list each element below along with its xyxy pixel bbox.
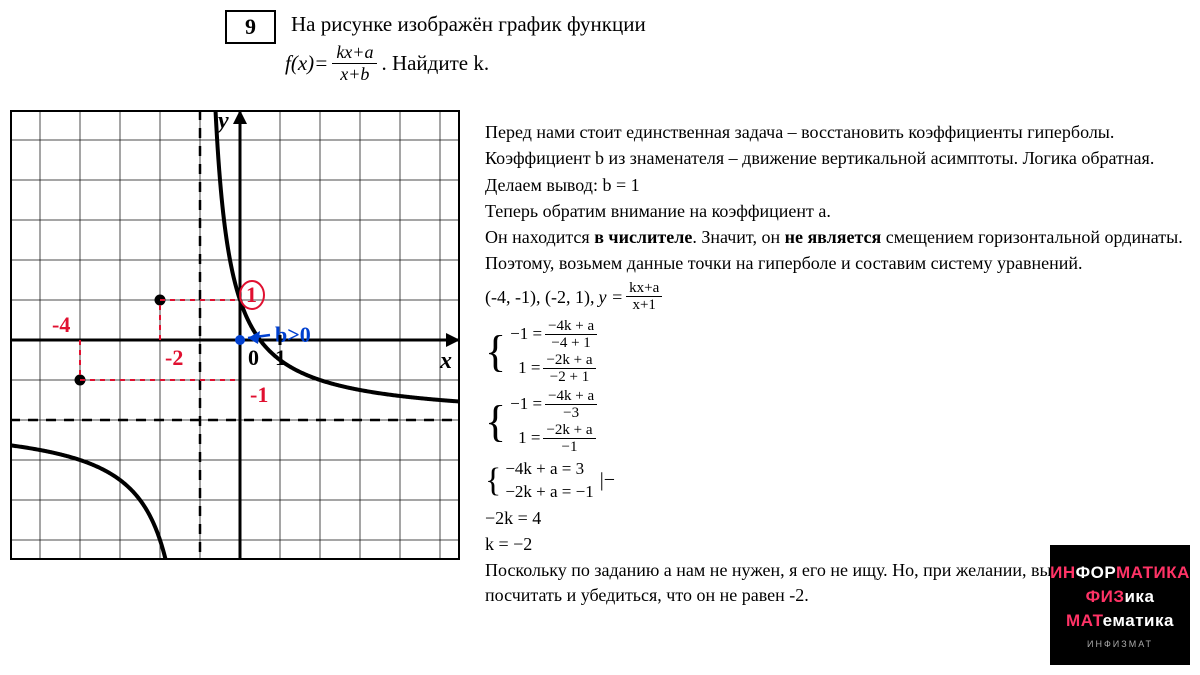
points-line: (-4, -1), (-2, 1), y = kx+a x+1 [485,280,1185,314]
logo: ИНФОРМАТИКА ФИЗика МАТематика ИНФИЗМАТ [1050,545,1190,665]
logo-w1-post: МАТИКА [1116,563,1190,582]
system-1: { −1 = −4k + a −4 + 1 1 = −2k + a −2 + 1 [485,318,1185,386]
sys3r2: −2k + a = −1 [505,481,593,504]
yfrac-den: x+1 [629,297,658,314]
formula-tail: . Найдите k. [381,51,489,76]
sys3-row2: −2k + a = −1 [505,481,593,504]
y-fraction: kx+a x+1 [626,280,662,314]
svg-text:-4: -4 [52,312,70,337]
logo-w3-hl: МАТ [1066,611,1103,630]
sys2r2-n: −2k + a [543,422,595,440]
sys2-row2: 1 = −2k + a −1 [510,422,600,456]
problem-number: 9 [225,10,276,44]
sol-p5e: смещением горизонтальной ординаты. [881,227,1182,247]
svg-text:-2: -2 [165,345,183,370]
sol-p2: Коэффициент b из знаменателя – движение … [485,146,1185,170]
formula-fraction: kx+a x+b [332,42,377,85]
sys2-row1: −1 = −4k + a −3 [510,388,600,422]
problem-statement-line1: На рисунке изображён график функции [291,10,646,39]
formula-lhs: f(x)= [285,51,328,76]
sol-p5d: не является [785,227,882,247]
sys2r1-d: −3 [560,405,582,422]
logo-w2-post: ика [1124,587,1154,606]
sol-p3: Делаем вывод: b = 1 [485,173,1185,197]
svg-text:1: 1 [275,345,286,370]
sys1r1-d: −4 + 1 [548,335,593,352]
sys2r2-lhs: 1 = [518,427,540,450]
svg-text:0: 0 [248,345,259,370]
graph: -4-21-1b>0yx01 [10,110,460,560]
system-2: { −1 = −4k + a −3 1 = −2k + a −1 [485,388,1185,456]
system-3: { −4k + a = 3 −2k + a = −1 |− [485,458,1185,504]
sys1r2-d: −2 + 1 [547,369,592,386]
sys2r1-lhs: −1 = [510,393,542,416]
sol-p5b: в числителе [594,227,692,247]
yfrac-num: kx+a [626,280,662,298]
sys2r2-d: −1 [559,439,581,456]
sys1r1-frac: −4k + a −4 + 1 [545,318,597,352]
sys3-row1: −4k + a = 3 [505,458,593,481]
y-equals: y = [598,285,623,309]
sol-p4: Теперь обратим внимание на коэффициент a… [485,199,1185,223]
sol-p5a: Он находится [485,227,594,247]
logo-word3: МАТематика [1066,611,1174,631]
sys1r2-n: −2k + a [543,352,595,370]
sys1-row2: 1 = −2k + a −2 + 1 [510,352,600,386]
sol-l1: −2k = 4 [485,506,1185,530]
sol-p1: Перед нами стоит единственная задача – в… [485,120,1185,144]
svg-text:-1: -1 [250,382,268,407]
sol-p5: Он находится в числителе. Значит, он не … [485,225,1185,249]
sys2r1-frac: −4k + a −3 [545,388,597,422]
brace-icon: { [485,334,506,369]
sys1r2-lhs: 1 = [518,357,540,380]
sol-p5c: . Значит, он [692,227,784,247]
formula-numerator: kx+a [332,42,377,64]
svg-text:1: 1 [246,282,257,307]
logo-w3-post: ематика [1103,611,1174,630]
brace-icon: { [485,404,506,439]
points-text: (-4, -1), (-2, 1), [485,285,594,309]
sys2r2-frac: −2k + a −1 [543,422,595,456]
sys3r1: −4k + a = 3 [505,458,584,481]
brace-icon: { [485,467,501,494]
sys1-row1: −1 = −4k + a −4 + 1 [510,318,600,352]
sol-p6: Поэтому, возьмем данные точки на гипербо… [485,251,1185,275]
svg-text:y: y [215,110,229,134]
problem-formula: f(x)= kx+a x+b . Найдите k. [285,42,489,85]
logo-word2: ФИЗика [1086,587,1155,607]
graph-svg: -4-21-1b>0yx01 [10,110,460,560]
logo-sub: ИНФИЗМАТ [1087,639,1153,649]
problem-header: 9 На рисунке изображён график функции [225,10,646,44]
svg-text:x: x [439,348,452,374]
logo-w1-hl: ФОР [1076,563,1116,582]
sys2r1-n: −4k + a [545,388,597,406]
sys1r2-frac: −2k + a −2 + 1 [543,352,595,386]
solution: Перед нами стоит единственная задача – в… [485,120,1185,609]
logo-w2-hl: ФИЗ [1086,587,1125,606]
sys1r1-n: −4k + a [545,318,597,336]
formula-denominator: x+b [336,64,373,85]
logo-w1-pre: ИН [1050,563,1076,582]
logo-word1: ИНФОРМАТИКА [1050,563,1190,583]
sys3-tail: |− [600,467,615,494]
sys1r1-lhs: −1 = [510,323,542,346]
